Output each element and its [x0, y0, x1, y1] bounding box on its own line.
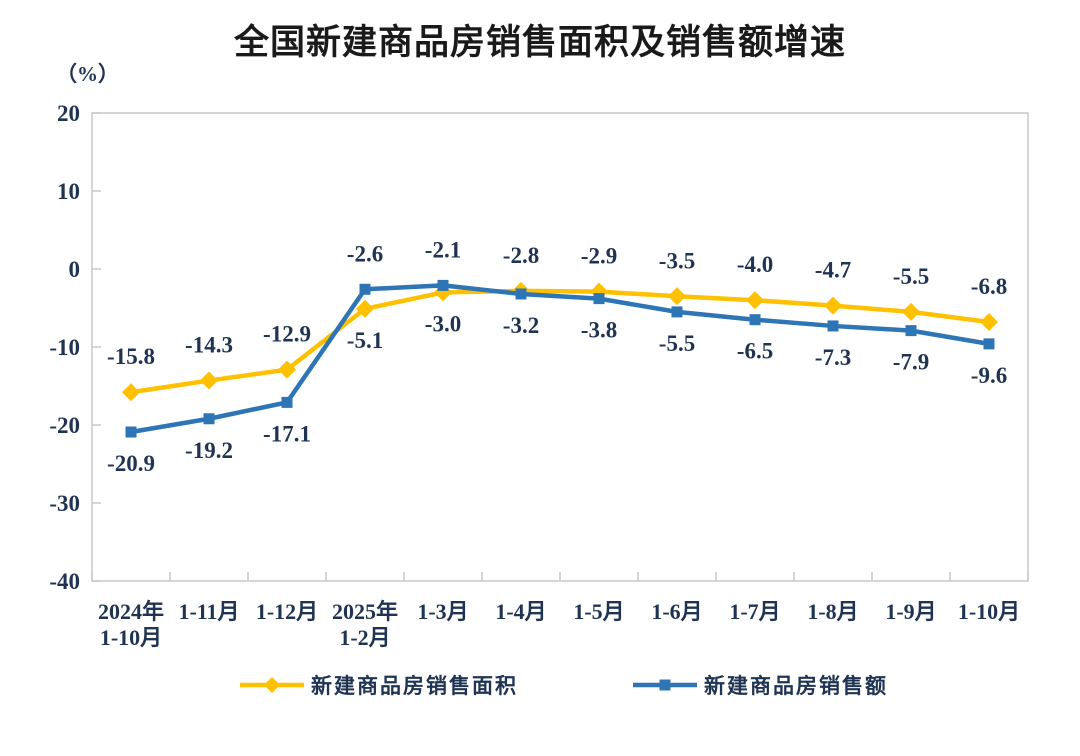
y-tick-label: -20	[49, 413, 80, 438]
x-tick-label: 1-10月	[958, 599, 1020, 624]
data-label-series-1: -19.2	[185, 438, 233, 463]
data-label-series-1: -20.9	[107, 451, 155, 476]
series-line-0	[128, 288, 992, 395]
square-marker	[983, 338, 995, 350]
x-tick-label: 1-11月	[178, 599, 239, 624]
data-label-series-1: -7.9	[893, 350, 929, 375]
legend-item-0: 新建商品房销售面积	[240, 670, 518, 700]
diamond-marker	[980, 313, 998, 332]
legend-item-1: 新建商品房销售额	[633, 670, 888, 700]
data-label-series-0: -15.8	[107, 344, 155, 369]
data-label-series-0: -4.7	[815, 258, 851, 283]
x-tick-label: 1-12月	[256, 599, 318, 624]
diamond-marker	[122, 383, 140, 402]
data-label-series-0: -14.3	[185, 333, 233, 358]
square-marker	[671, 306, 683, 318]
square-marker	[437, 279, 449, 291]
data-label-series-1: -9.6	[971, 363, 1007, 388]
y-tick-label: 10	[57, 179, 80, 204]
data-label-series-0: -5.1	[347, 328, 383, 353]
x-tick-label: 1-7月	[729, 599, 780, 624]
diamond-marker	[824, 296, 842, 315]
data-label-series-0: -6.8	[971, 274, 1007, 299]
chart-title: 全国新建商品房销售面积及销售额增速	[233, 23, 846, 62]
data-label-series-0: -4.0	[737, 252, 773, 277]
square-marker	[593, 293, 605, 305]
data-label-series-0: -2.8	[503, 243, 539, 268]
data-label-series-1: -3.8	[581, 318, 617, 343]
square-marker	[749, 314, 761, 326]
diamond-marker	[200, 371, 218, 390]
square-marker	[515, 288, 527, 300]
diamond-legend-swatch	[240, 677, 304, 693]
x-tick-label: 1-6月	[651, 599, 702, 624]
data-label-series-1: -6.5	[737, 339, 773, 364]
x-tick-label: 2024年 1-10月	[98, 599, 164, 650]
data-label-series-0: -3.0	[425, 311, 461, 336]
y-tick-label: 0	[69, 257, 81, 282]
y-axis-unit-label: （%）	[56, 62, 119, 86]
square-marker	[125, 426, 137, 438]
y-tick-label: 20	[57, 101, 80, 126]
data-label-series-0: -2.9	[581, 244, 617, 269]
x-tick-label: 1-5月	[573, 599, 624, 624]
data-label-series-0: -3.5	[659, 248, 695, 273]
x-tick-label: 1-8月	[807, 599, 858, 624]
x-tick-label: 2025年 1-2月	[332, 599, 398, 650]
square-marker	[359, 283, 371, 295]
data-label-series-0: -5.5	[893, 264, 929, 289]
data-label-series-1: -7.3	[815, 345, 851, 370]
square-marker	[827, 320, 839, 332]
x-tick-label: 1-3月	[417, 599, 468, 624]
square-marker	[905, 325, 917, 337]
square-legend-swatch	[633, 679, 697, 691]
y-tick-label: -10	[49, 335, 80, 360]
data-label-series-0: -12.9	[263, 322, 311, 347]
data-label-series-1: -2.6	[347, 241, 383, 266]
legend-label-1: 新建商品房销售额	[704, 674, 888, 698]
diamond-marker	[668, 287, 686, 306]
x-tick-label: 1-4月	[495, 599, 546, 624]
square-marker	[659, 679, 671, 691]
series-line-1	[128, 283, 992, 435]
square-marker	[203, 413, 215, 425]
diamond-marker	[356, 299, 374, 318]
square-marker	[281, 396, 293, 408]
diamond-marker	[278, 360, 296, 379]
data-label-series-1: -3.2	[503, 313, 539, 338]
y-tick-label: -30	[49, 491, 80, 516]
y-tick-label: -40	[49, 569, 80, 594]
data-label-series-1: -2.1	[425, 237, 461, 262]
diamond-marker	[902, 302, 920, 321]
data-label-series-1: -5.5	[659, 331, 695, 356]
diamond-marker	[264, 677, 280, 693]
diamond-marker	[746, 291, 764, 310]
x-tick-label: 1-9月	[885, 599, 936, 624]
legend: 新建商品房销售面积 新建商品房销售额	[0, 670, 1080, 704]
legend-label-0: 新建商品房销售面积	[311, 674, 518, 698]
data-label-series-1: -17.1	[263, 421, 311, 446]
